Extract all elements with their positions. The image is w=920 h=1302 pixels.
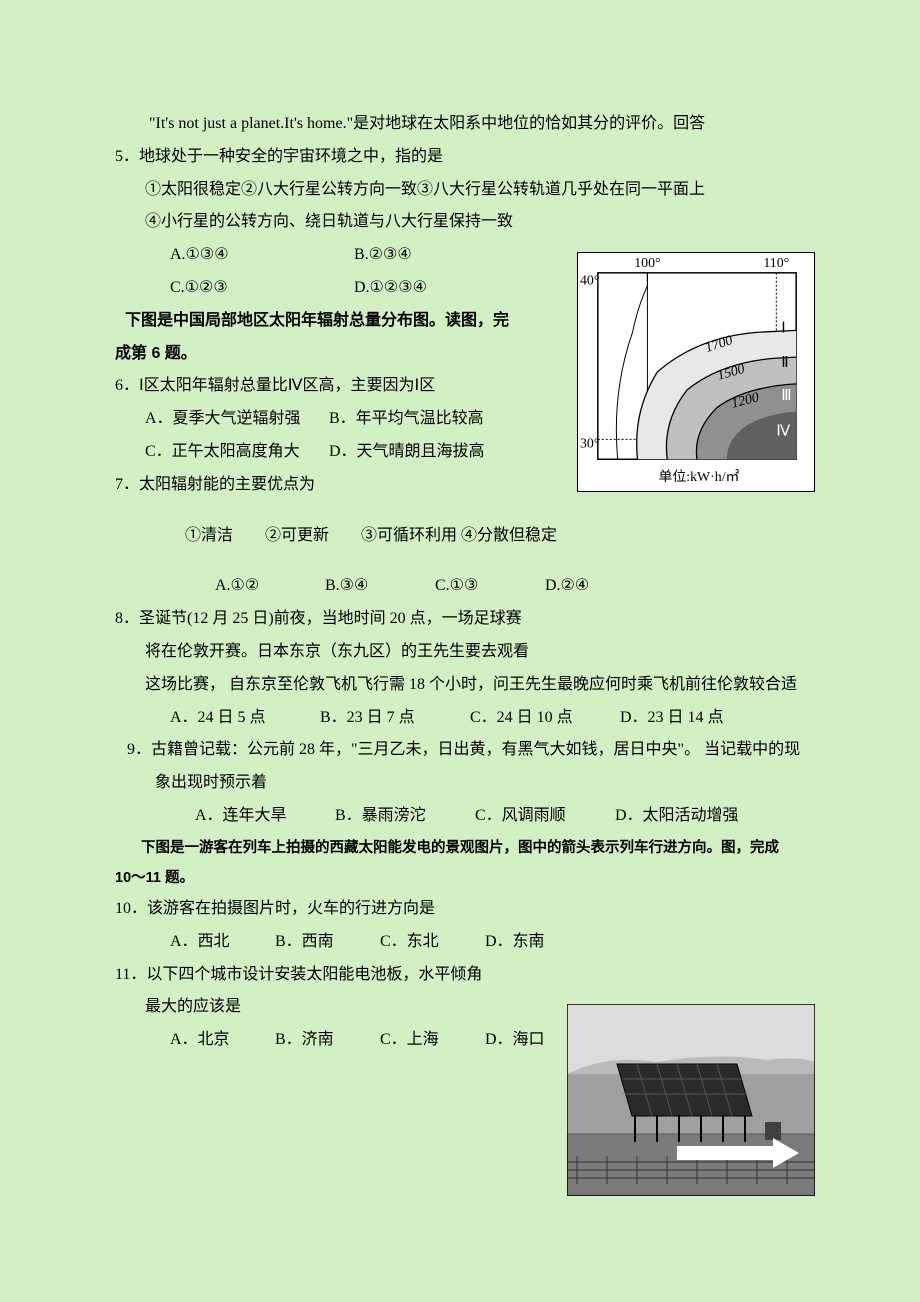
q5-opt-d: D.①②③④ bbox=[354, 274, 534, 303]
q5-line3: ④小行星的公转方向、绕日轨道与八大行星保持一致 bbox=[115, 208, 815, 237]
q9-opt-d: D．太阳活动增强 bbox=[615, 802, 755, 831]
q7-opt-a: A.①② bbox=[215, 572, 325, 601]
q8-opt-c: C．24 日 10 点 bbox=[470, 704, 620, 733]
lat-40: 40° bbox=[580, 274, 599, 289]
q7-items: ①清洁 ②可更新 ③可循环利用 ④分散但稳定 bbox=[115, 522, 815, 551]
lon-100: 100° bbox=[634, 256, 660, 271]
lat-30: 30° bbox=[580, 436, 599, 451]
context-10a: 下图是一游客在列车上拍摄的西藏太阳能发电的景观图片，图中的箭头表示列车行进方向。… bbox=[115, 835, 815, 861]
q10-opt-a: A．西北 bbox=[170, 928, 275, 957]
q8-line3: 这场比赛， 自东京至伦敦飞机飞行需 18 个小时，问王先生最晚应何时乘飞机前往伦… bbox=[115, 671, 815, 700]
q10-stem: 10．该游客在拍摄图片时，火车的行进方向是 bbox=[115, 895, 815, 924]
q9-opt-c: C．风调雨顺 bbox=[475, 802, 615, 831]
q10-opt-b: B．西南 bbox=[275, 928, 380, 957]
q8-line1: 8．圣诞节(12 月 25 日)前夜，当地时间 20 点，一场足球赛 bbox=[115, 605, 815, 634]
figure-solar-photo bbox=[567, 1004, 815, 1196]
figure-radiation-map: 100° 110° 40° 30° 1700 1500 1200 bbox=[577, 252, 815, 492]
q10-options: A．西北 B．西南 C．东北 D．东南 bbox=[115, 928, 815, 957]
q5-line2: ①太阳很稳定②八大行星公转方向一致③八大行星公转轨道几乎处在同一平面上 bbox=[115, 176, 815, 205]
q6-opt-a: A．夏季大气逆辐射强 bbox=[145, 405, 325, 434]
q11-opt-c: C．上海 bbox=[380, 1026, 485, 1055]
q5-opt-a: A.①③④ bbox=[170, 241, 350, 270]
q9-opt-a: A．连年大旱 bbox=[195, 802, 335, 831]
q9-opt-b: B．暴雨滂沱 bbox=[335, 802, 475, 831]
q8-line2: 将在伦敦开赛。日本东京（东九区）的王先生要去观看 bbox=[115, 638, 815, 667]
zone-2: Ⅱ bbox=[781, 355, 788, 371]
q11-opt-b: B．济南 bbox=[275, 1026, 380, 1055]
q10-opt-d: D．东南 bbox=[485, 928, 590, 957]
q11-stem: 11．以下四个城市设计安装太阳能电池板，水平倾角 bbox=[115, 961, 815, 990]
q7-options: A.①② B.③④ C.①③ D.②④ bbox=[115, 572, 815, 601]
zone-3: Ⅲ bbox=[781, 388, 791, 404]
q9-options: A．连年大旱 B．暴雨滂沱 C．风调雨顺 D．太阳活动增强 bbox=[115, 802, 815, 831]
q6-opt-c: C．正午太阳高度角大 bbox=[145, 438, 325, 467]
q6-opt-b: B．年平均气温比较高 bbox=[329, 405, 509, 434]
context-intro: "It's not just a planet.It's home."是对地球在… bbox=[115, 110, 815, 139]
q11-opt-a: A．北京 bbox=[170, 1026, 275, 1055]
q5-stem: 5．地球处于一种安全的宇宙环境之中，指的是 bbox=[115, 143, 815, 172]
q8-opt-b: B．23 日 7 点 bbox=[320, 704, 470, 733]
q5-opt-c: C.①②③ bbox=[170, 274, 350, 303]
q9-line2: 象出现时预示着 bbox=[115, 769, 815, 798]
q8-options: A．24 日 5 点 B．23 日 7 点 C．24 日 10 点 D．23 日… bbox=[115, 704, 815, 733]
lon-110: 110° bbox=[763, 256, 789, 271]
q7-opt-c: C.①③ bbox=[435, 572, 545, 601]
q10-opt-c: C．东北 bbox=[380, 928, 485, 957]
q8-opt-d: D．23 日 14 点 bbox=[620, 704, 770, 733]
q7-opt-d: D.②④ bbox=[545, 572, 655, 601]
figure1-unit: 单位:kW·h/㎡ bbox=[659, 469, 740, 485]
zone-1: Ⅰ bbox=[781, 320, 785, 336]
context-10b: 10～11 题。 bbox=[115, 865, 815, 891]
q7-opt-b: B.③④ bbox=[325, 572, 435, 601]
q9-line1: 9．古籍曾记载：公元前 28 年，"三月乙未，日出黄，有黑气大如钱，居日中央"。… bbox=[115, 736, 815, 765]
q8-opt-a: A．24 日 5 点 bbox=[170, 704, 320, 733]
q5-opt-b: B.②③④ bbox=[354, 241, 534, 270]
q6-opt-d: D．天气晴朗且海拔高 bbox=[329, 438, 509, 467]
zone-4: Ⅳ bbox=[776, 423, 790, 439]
